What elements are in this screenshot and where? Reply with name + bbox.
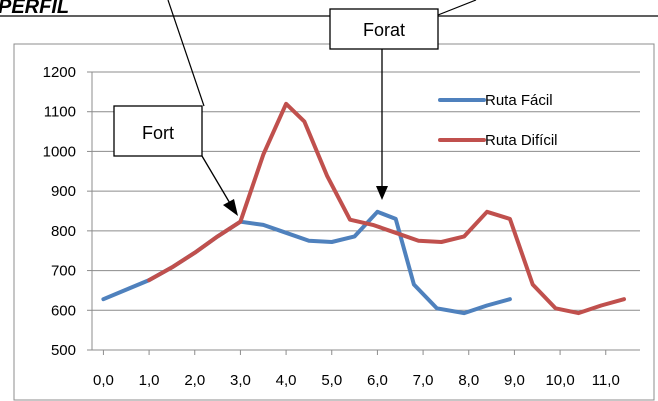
- x-tick-label: 10,0: [545, 372, 574, 389]
- y-tick-label: 500: [51, 342, 76, 359]
- y-tick-label: 1000: [43, 143, 76, 160]
- series: [101, 101, 626, 316]
- x-tick-label: 2,0: [184, 372, 205, 389]
- x-tick-labels: 0,0 1,0 2,0 3,0 4,0 5,0 6,0 7,0 8,0 9,0 10,0 11,0: [93, 350, 620, 389]
- legend-label: Ruta Difícil: [485, 132, 558, 149]
- series-line-ruta-dif-cil: [147, 101, 626, 316]
- fort-callout-label: Fort: [142, 123, 174, 143]
- fort-callout-box: [113, 105, 203, 157]
- forat-callout-box: [329, 8, 439, 50]
- page-heading: PERFIL: [0, 0, 69, 18]
- y-tick-label: 700: [51, 263, 76, 280]
- x-tick-label: 4,0: [276, 372, 297, 389]
- x-tick-label: 9,0: [504, 372, 525, 389]
- axes: [91, 72, 640, 351]
- callouts: Fort Forat: [113, 0, 477, 216]
- forat-arrow-head: [376, 186, 388, 200]
- chart-frame: [13, 43, 655, 401]
- y-tick-label: 600: [51, 302, 76, 319]
- x-tick-label: 6,0: [367, 372, 388, 389]
- fort-arrow-head: [223, 199, 238, 216]
- fort-arrow-line: [201, 155, 232, 206]
- y-tick-label: 1100: [44, 104, 76, 121]
- x-tick-label: 7,0: [413, 372, 434, 389]
- x-tick-label: 8,0: [458, 372, 479, 389]
- fort-leader-line: [167, 0, 205, 107]
- x-tick-label: 11,0: [592, 372, 620, 389]
- legend-label: Ruta Fácil: [485, 92, 553, 109]
- forat-callout-label: Forat: [363, 20, 405, 40]
- x-tick-label: 5,0: [321, 372, 342, 389]
- y-tick-label: 1200: [43, 64, 76, 81]
- forat-leader-line: [437, 0, 477, 16]
- y-tick-label: 800: [51, 223, 76, 240]
- x-tick-label: 3,0: [230, 372, 251, 389]
- y-tick-labels: 500 600 700 800 900 1000 1100 1200: [43, 64, 76, 359]
- x-tick-label: 0,0: [93, 372, 114, 389]
- x-tick-label: 1,0: [139, 372, 160, 389]
- legend: Ruta Fácil Ruta Difícil: [438, 92, 558, 149]
- y-tick-label: 900: [51, 183, 76, 200]
